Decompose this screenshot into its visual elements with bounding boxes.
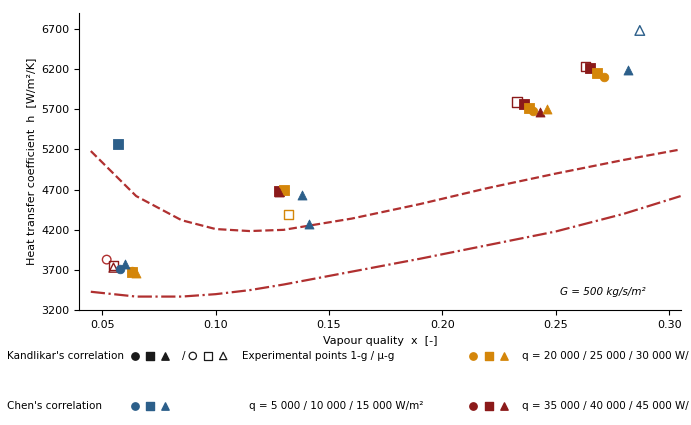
Point (598, 74, 609, 80)
Point (580, 63, 591, 70)
Point (623, 67, 634, 74)
Point (468, 402, 479, 409)
Point (129, 353, 140, 360)
Point (160, 402, 171, 409)
Text: q = 5 000 / 10 000 / 15 000 W/m²: q = 5 000 / 10 000 / 15 000 W/m² (249, 401, 423, 411)
Point (278, 186, 289, 193)
Point (115, 266, 126, 273)
Text: Kandlikar's correlation: Kandlikar's correlation (7, 351, 124, 361)
Text: /: / (182, 351, 185, 361)
Point (634, 27, 645, 34)
Point (144, 353, 155, 360)
Point (120, 261, 131, 268)
Point (591, 70, 603, 76)
Point (283, 211, 294, 218)
Point (108, 264, 119, 271)
Point (101, 256, 112, 263)
Point (483, 402, 494, 409)
Point (274, 187, 285, 194)
Point (131, 269, 142, 276)
Point (498, 402, 509, 409)
Point (534, 108, 545, 115)
Y-axis label: Heat transfer coefficient  h  [W/m²/K]: Heat transfer coefficient h [W/m²/K] (26, 58, 36, 265)
Text: Chen's correlation: Chen's correlation (7, 401, 102, 411)
Point (108, 262, 119, 269)
Text: G = 500 kg/s/m²: G = 500 kg/s/m² (560, 287, 646, 298)
Text: Experimental points 1-g / μ-g: Experimental points 1-g / μ-g (242, 351, 395, 361)
Point (303, 221, 314, 228)
Text: q = 20 000 / 25 000 / 30 000 W/: q = 20 000 / 25 000 / 30 000 W/ (522, 351, 689, 361)
Point (585, 65, 596, 72)
Point (187, 353, 198, 360)
Point (129, 402, 140, 409)
Text: q = 35 000 / 40 000 / 45 000 W/: q = 35 000 / 40 000 / 45 000 W/ (522, 401, 689, 411)
Point (523, 105, 534, 112)
Point (512, 99, 523, 105)
Point (296, 192, 307, 198)
Point (518, 101, 529, 108)
Point (468, 353, 479, 360)
Point (528, 108, 539, 114)
Point (126, 267, 138, 274)
Point (202, 353, 214, 360)
Point (498, 353, 509, 360)
Point (483, 353, 494, 360)
Point (274, 189, 285, 196)
Point (126, 268, 138, 275)
Point (541, 106, 552, 113)
X-axis label: Vapour quality  x  [-]: Vapour quality x [-] (323, 335, 437, 346)
Point (218, 353, 229, 360)
Point (113, 140, 124, 147)
Point (160, 353, 171, 360)
Point (144, 402, 155, 409)
